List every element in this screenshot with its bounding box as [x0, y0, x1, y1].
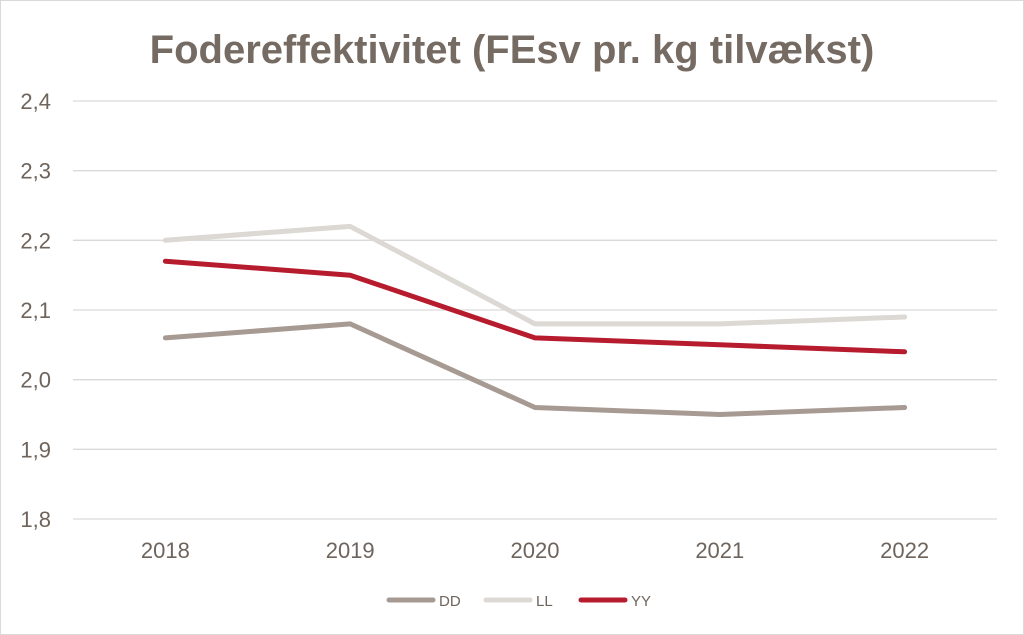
y-tick-label: 1,9 — [20, 437, 51, 462]
x-tick-label: 2022 — [880, 538, 929, 563]
legend-label-yy: YY — [631, 593, 651, 610]
x-tick-label: 2020 — [511, 538, 560, 563]
x-axis-ticks: 2018 2019 2020 2021 2022 — [141, 538, 929, 563]
legend: DD LL YY — [386, 593, 651, 610]
legend-label-dd: DD — [439, 593, 461, 610]
gridlines — [73, 100, 997, 520]
series-line-ll — [162, 223, 908, 327]
chart-title: Fodereffektivitet (FEsv pr. kg tilvækst) — [150, 28, 875, 72]
x-tick-label: 2021 — [695, 538, 744, 563]
y-tick-label: 2,1 — [20, 298, 51, 323]
y-tick-label: 1,8 — [20, 507, 51, 532]
series-line-yy — [162, 258, 908, 355]
series-lines — [162, 223, 908, 417]
y-axis-ticks: 1,8 1,9 2,0 2,1 2,2 2,3 2,4 — [20, 89, 51, 532]
legend-label-ll: LL — [536, 593, 553, 610]
y-tick-label: 2,0 — [20, 368, 51, 393]
series-line-dd — [162, 321, 908, 417]
y-tick-label: 2,3 — [20, 159, 51, 184]
x-tick-label: 2019 — [326, 538, 375, 563]
y-tick-label: 2,4 — [20, 89, 51, 114]
x-tick-label: 2018 — [141, 538, 190, 563]
y-tick-label: 2,2 — [20, 228, 51, 253]
